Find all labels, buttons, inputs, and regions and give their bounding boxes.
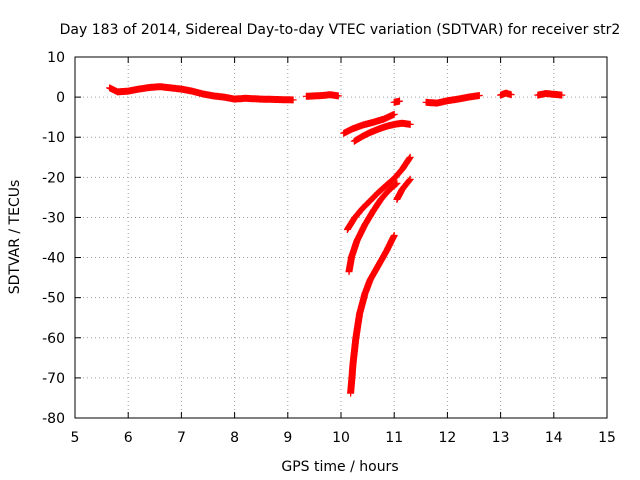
x-tick-label: 7	[177, 430, 186, 446]
data-segment-1	[302, 91, 342, 100]
x-tick-label: 13	[492, 430, 510, 446]
data-markers	[343, 153, 414, 233]
data-points	[106, 83, 566, 397]
y-tick-label: -80	[42, 411, 65, 427]
x-tick-label: 15	[598, 430, 616, 446]
data-markers	[534, 90, 566, 99]
y-tick-label: -40	[42, 251, 65, 267]
y-tick-label: -30	[42, 210, 65, 226]
y-tick-label: -70	[42, 371, 65, 387]
x-tick-label: 9	[283, 430, 292, 446]
data-segment-9	[422, 92, 483, 107]
data-segment-11	[534, 90, 566, 99]
y-tick-label: -50	[42, 291, 65, 307]
data-markers	[340, 110, 398, 137]
x-tick-label: 11	[385, 430, 403, 446]
data-segment-8	[347, 232, 398, 397]
data-segment-4	[390, 97, 403, 106]
data-markers	[390, 97, 403, 106]
data-segment-6	[345, 179, 401, 276]
data-markers	[350, 119, 414, 145]
data-markers	[302, 91, 342, 100]
data-markers	[497, 89, 515, 99]
data-markers	[345, 179, 401, 276]
data-segment-0	[106, 83, 297, 104]
x-tick-label: 10	[332, 430, 350, 446]
data-segment-2	[340, 110, 398, 137]
x-axis-label: GPS time / hours	[281, 459, 398, 475]
data-segment-10	[497, 89, 515, 99]
y-axis-label: SDTVAR / TECUs	[7, 180, 23, 295]
data-markers	[393, 175, 414, 203]
x-tick-label: 6	[124, 430, 133, 446]
x-tick-label: 5	[71, 430, 80, 446]
y-tick-label: -60	[42, 331, 65, 347]
data-segment-7	[393, 175, 414, 203]
data-markers	[347, 232, 398, 397]
data-markers	[106, 83, 297, 104]
data-segment-5	[343, 153, 414, 233]
x-tick-label: 12	[438, 430, 456, 446]
y-tick-label: 10	[47, 50, 65, 66]
chart-title: Day 183 of 2014, Sidereal Day-to-day VTE…	[60, 22, 621, 38]
x-tick-label: 8	[230, 430, 239, 446]
data-segment-3	[350, 119, 414, 145]
x-tick-label: 14	[545, 430, 563, 446]
axis-ticks: 5 6 7 8 9 10 11 12 13 14 15 10 0 -10 -20 -30 -40 -50 -60 -7…	[42, 50, 616, 446]
data-markers	[422, 92, 483, 107]
y-tick-label: -20	[42, 170, 65, 186]
y-tick-label: 0	[56, 90, 65, 106]
y-tick-label: -10	[42, 130, 65, 146]
